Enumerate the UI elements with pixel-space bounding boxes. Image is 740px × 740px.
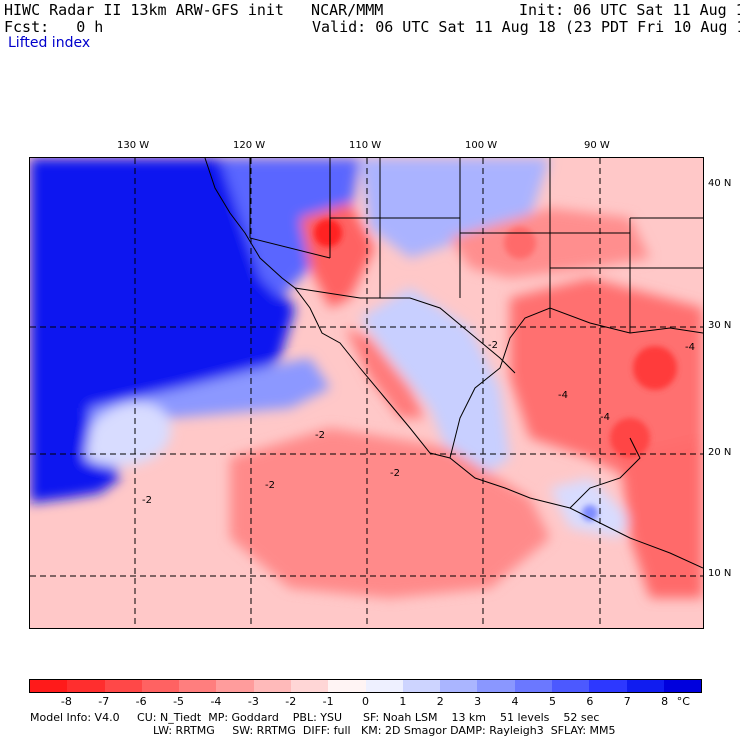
colorbar-tick-label: 8: [661, 695, 669, 708]
colorbar-tick-label: 6: [586, 695, 594, 708]
colorbar-tick-label: -5: [173, 695, 185, 708]
colorbar-swatch: [477, 680, 515, 692]
colorbar-swatch: [30, 680, 68, 692]
colorbar-swatch: [551, 680, 590, 692]
colorbar-tick-label: 0: [362, 695, 369, 708]
colorbar-tick-label: -4: [210, 695, 222, 708]
unstable-region-caribbean: [620, 438, 703, 598]
unstable-core-plains: [504, 227, 536, 259]
field-name: Lifted index: [8, 35, 91, 51]
colorbar-tick-label: 4: [511, 695, 519, 708]
colorbar-swatch: [179, 680, 217, 692]
unstable-core-texas: [633, 346, 677, 390]
colorbar-tick-label: -1: [322, 695, 334, 708]
colorbar-swatch: [141, 680, 180, 692]
colorbar-swatch: [514, 680, 552, 692]
stable-swirl: [85, 402, 172, 467]
title-left: HIWC Radar II 13km ARW-GFS init NCAR/MMM: [4, 1, 384, 19]
contour-label: -2: [488, 340, 498, 351]
border-central-america: [569, 437, 641, 509]
colorbar-tick-label: 5: [548, 695, 556, 708]
model-info-line2: LW: RRTMG SW: RRTMG DIFF: full KM: 2D Sm…: [153, 724, 616, 737]
coastline-gulf: [449, 307, 703, 459]
lon-label-120w: 120 W: [233, 140, 266, 151]
model-info-line1: Model Info: V4.0 CU: N_Tiedt MP: Goddard…: [30, 711, 600, 724]
stable-core-guatemala: [582, 505, 598, 521]
colorbar-swatch: [328, 680, 366, 692]
political-boundaries: [204, 158, 703, 569]
colorbar-swatch: [663, 680, 702, 692]
colorbar-tick-label: -7: [98, 695, 110, 708]
contour-label: -2: [265, 480, 275, 491]
colorbar-swatch: [104, 680, 142, 692]
colorbar-swatch: [67, 680, 105, 692]
lat-label-30n: 30 N: [708, 320, 732, 331]
unstable-region-baja: [345, 328, 425, 418]
colorbar-swatch: [253, 680, 291, 692]
stable-region-west: [220, 158, 360, 298]
colorbar-tick-label: 7: [623, 695, 631, 708]
colorbar-tick-label: 1: [399, 695, 407, 708]
lon-label-90w: 90 W: [584, 140, 610, 151]
init-time: Init: 06 UTC Sat 11 Aug 18: [519, 1, 740, 19]
unstable-core-nevada: [314, 219, 342, 247]
coastline-west: [204, 158, 703, 569]
colorbar-tick-label: -6: [135, 695, 147, 708]
colorbar-tick-label: -3: [247, 695, 259, 708]
latlon-grid: [30, 158, 703, 628]
lon-label-110w: 110 W: [349, 140, 382, 151]
colorbar-tick-label: -8: [60, 695, 72, 708]
lon-label-130w: 130 W: [117, 140, 150, 151]
valid-time: Valid: 06 UTC Sat 11 Aug 18 (23 PDT Fri …: [312, 18, 740, 36]
map-canvas: -2 -2 -2 -2 -4 -4 -4 -2: [30, 158, 703, 628]
border-states-1: [249, 158, 631, 333]
colorbar-swatch: [365, 680, 403, 692]
colorbar-tick-label: 2: [436, 695, 444, 708]
lat-label-40n: 40 N: [708, 178, 732, 189]
lifted-index-map: -2 -2 -2 -2 -4 -4 -4 -2: [29, 157, 704, 629]
contour-label: -2: [315, 430, 325, 441]
colorbar: [29, 679, 702, 693]
colorbar-swatch: [216, 680, 254, 692]
border-us-mexico: [294, 287, 516, 374]
colorbar-swatch: [440, 680, 478, 692]
unstable-region-tropical-pacific: [230, 428, 550, 598]
colorbar-swatch: [589, 680, 627, 692]
contour-label: -4: [558, 390, 568, 401]
contour-label: -4: [685, 342, 695, 353]
lon-label-100w: 100 W: [465, 140, 498, 151]
colorbar-swatch: [290, 680, 329, 692]
stable-region-plateau: [360, 158, 550, 258]
contour-label: -4: [600, 412, 610, 423]
contour-label: -2: [142, 495, 152, 506]
forecast-hour: Fcst: 0 h: [4, 18, 104, 36]
colorbar-swatch: [402, 680, 441, 692]
border-states-2: [249, 217, 703, 269]
contour-label: -2: [390, 468, 400, 479]
lat-label-10n: 10 N: [708, 568, 732, 579]
unstable-region-gulf: [510, 278, 703, 488]
colorbar-tick-label: -2: [285, 695, 297, 708]
colorbar-tick-label: °C: [676, 695, 690, 708]
lat-label-20n: 20 N: [708, 447, 732, 458]
colorbar-tick-label: 3: [474, 695, 482, 708]
colorbar-swatch: [626, 680, 664, 692]
